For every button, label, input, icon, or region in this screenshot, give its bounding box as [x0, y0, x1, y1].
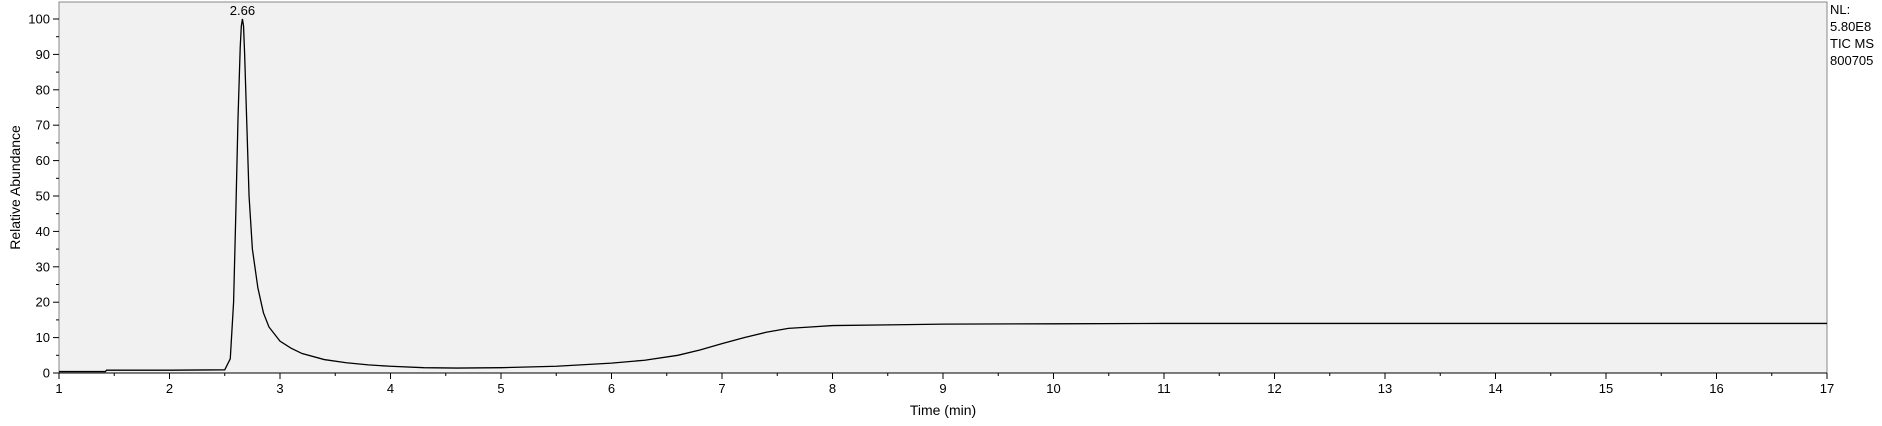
x-tick-label: 12	[1267, 381, 1281, 396]
x-tick-label: 5	[497, 381, 504, 396]
y-tick-label: 70	[36, 118, 50, 133]
y-tick-label: 10	[36, 330, 50, 345]
side-note-line: 800705	[1830, 53, 1873, 68]
x-tick-label: 15	[1599, 381, 1613, 396]
tic-trace-line	[59, 18, 1827, 373]
side-note-line: 5.80E8	[1830, 19, 1871, 34]
y-tick-label: 90	[36, 47, 50, 62]
y-tick-label: 0	[43, 366, 50, 381]
x-tick-label: 3	[276, 381, 283, 396]
y-tick-label: 60	[36, 153, 50, 168]
x-tick-label: 7	[718, 381, 725, 396]
peak-label: 2.66	[230, 3, 255, 18]
x-tick-label: 4	[387, 381, 394, 396]
x-tick-label: 11	[1157, 381, 1171, 396]
plot-area	[58, 1, 1828, 374]
y-tick-label: 80	[36, 82, 50, 97]
side-notes: NL: 5.80E8 TIC MS 800705	[1830, 2, 1874, 68]
x-tick-label: 10	[1046, 381, 1060, 396]
x-tick-label: 17	[1820, 381, 1834, 396]
y-axis-title: Relative Abundance	[7, 125, 23, 250]
y-axis-ticks: 0 10 20 30 40 50 60 70 80 90 100	[28, 12, 59, 381]
x-tick-label: 8	[829, 381, 836, 396]
side-note-line: TIC MS	[1830, 36, 1874, 51]
x-axis-title: Time (min)	[910, 402, 976, 418]
y-tick-label: 20	[36, 295, 50, 310]
x-tick-label: 2	[166, 381, 173, 396]
y-tick-label: 40	[36, 224, 50, 239]
peak-annotations: 2.66	[230, 3, 255, 18]
x-axis-ticks: 1 2 3 4 5 6 7 8 9 10 11 12 13 14 15 16 17	[55, 372, 1834, 396]
x-tick-label: 13	[1378, 381, 1392, 396]
side-note-line: NL:	[1830, 2, 1850, 17]
x-tick-label: 9	[939, 381, 946, 396]
y-tick-label: 50	[36, 189, 50, 204]
x-tick-label: 6	[608, 381, 615, 396]
y-tick-label: 30	[36, 259, 50, 274]
y-tick-label: 100	[28, 12, 50, 27]
x-tick-label: 16	[1709, 381, 1723, 396]
x-tick-label: 14	[1488, 381, 1502, 396]
x-tick-label: 1	[55, 381, 62, 396]
